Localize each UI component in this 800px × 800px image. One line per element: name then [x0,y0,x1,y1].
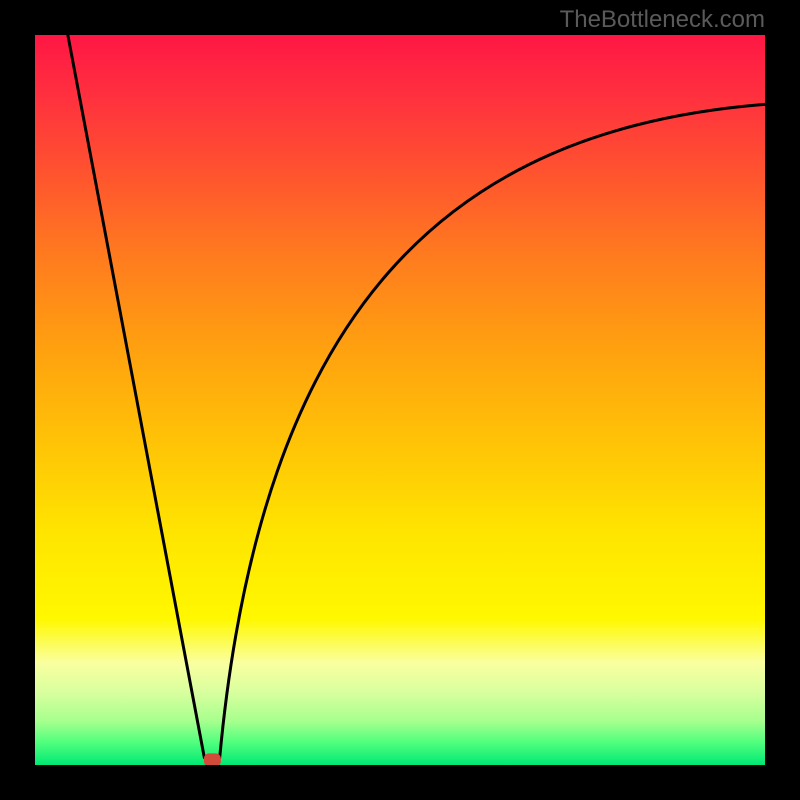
watermark-text: TheBottleneck.com [560,6,765,34]
curve-path [68,35,765,758]
bottleneck-curve [35,35,765,765]
minimum-marker [204,753,221,765]
plot-area [35,35,765,765]
chart-container: TheBottleneck.com [0,0,800,800]
